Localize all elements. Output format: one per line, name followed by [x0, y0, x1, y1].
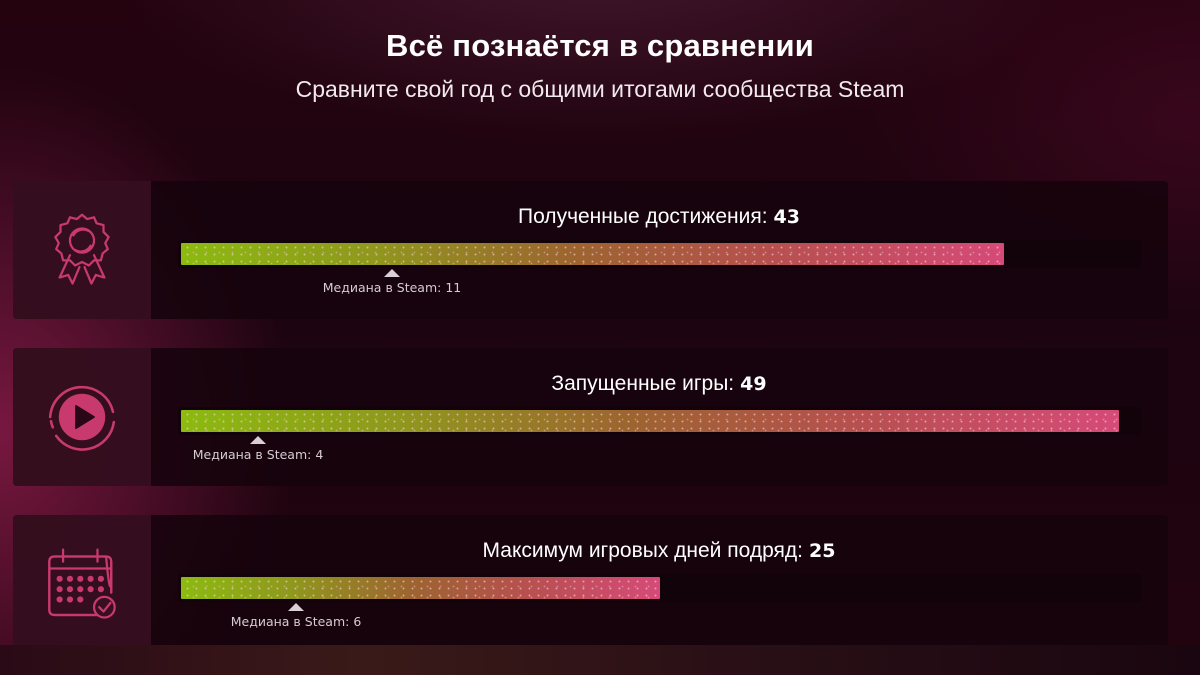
page-subtitle: Сравните свой год с общими итогами сообщ…: [295, 76, 905, 102]
progress-fill: [181, 410, 1119, 432]
stat-value: 43: [773, 206, 800, 228]
median-label: Медиана в Steam: 11: [322, 280, 462, 295]
progress-fill: [181, 577, 660, 599]
stat-label-row: Полученные достижения: 43: [178, 205, 1140, 229]
stat-icon-box: [13, 348, 151, 486]
median-marker: [250, 436, 266, 444]
play-circle-icon: [48, 385, 116, 451]
bottom-strip: [0, 645, 1200, 675]
median-label: Медиана в Steam: 4: [192, 447, 324, 462]
stat-label: Запущенные игры:: [551, 372, 735, 395]
stat-label: Полученные достижения:: [518, 205, 768, 228]
stat-label: Максимум игровых дней подряд:: [482, 539, 803, 562]
stat-value: 49: [740, 373, 767, 395]
median-marker: [288, 603, 304, 611]
stat-card-streak-days: Максимум игровых дней подряд: 25 Медиана …: [13, 515, 1168, 653]
page-title: Всё познаётся в сравнении: [385, 28, 814, 63]
award-ribbon-icon: [54, 213, 110, 285]
stat-value: 25: [809, 540, 836, 562]
progress-track: [178, 574, 1141, 602]
median-marker: [384, 269, 400, 277]
stat-icon-box: [13, 181, 151, 319]
stat-label-row: Максимум игровых дней подряд: 25: [178, 539, 1140, 563]
stat-card-achievements: Полученные достижения: 43 Медиана в Steam…: [13, 181, 1168, 319]
progress-fill: [181, 243, 1004, 265]
stat-label-row: Запущенные игры: 49: [178, 372, 1140, 396]
stat-icon-box: [13, 515, 151, 653]
progress-track: [178, 240, 1141, 268]
median-label: Медиана в Steam: 6: [230, 614, 362, 629]
stat-card-games-launched: Запущенные игры: 49 Медиана в Steam: 4: [13, 348, 1168, 486]
calendar-check-icon: [48, 548, 116, 619]
progress-track: [178, 407, 1141, 435]
